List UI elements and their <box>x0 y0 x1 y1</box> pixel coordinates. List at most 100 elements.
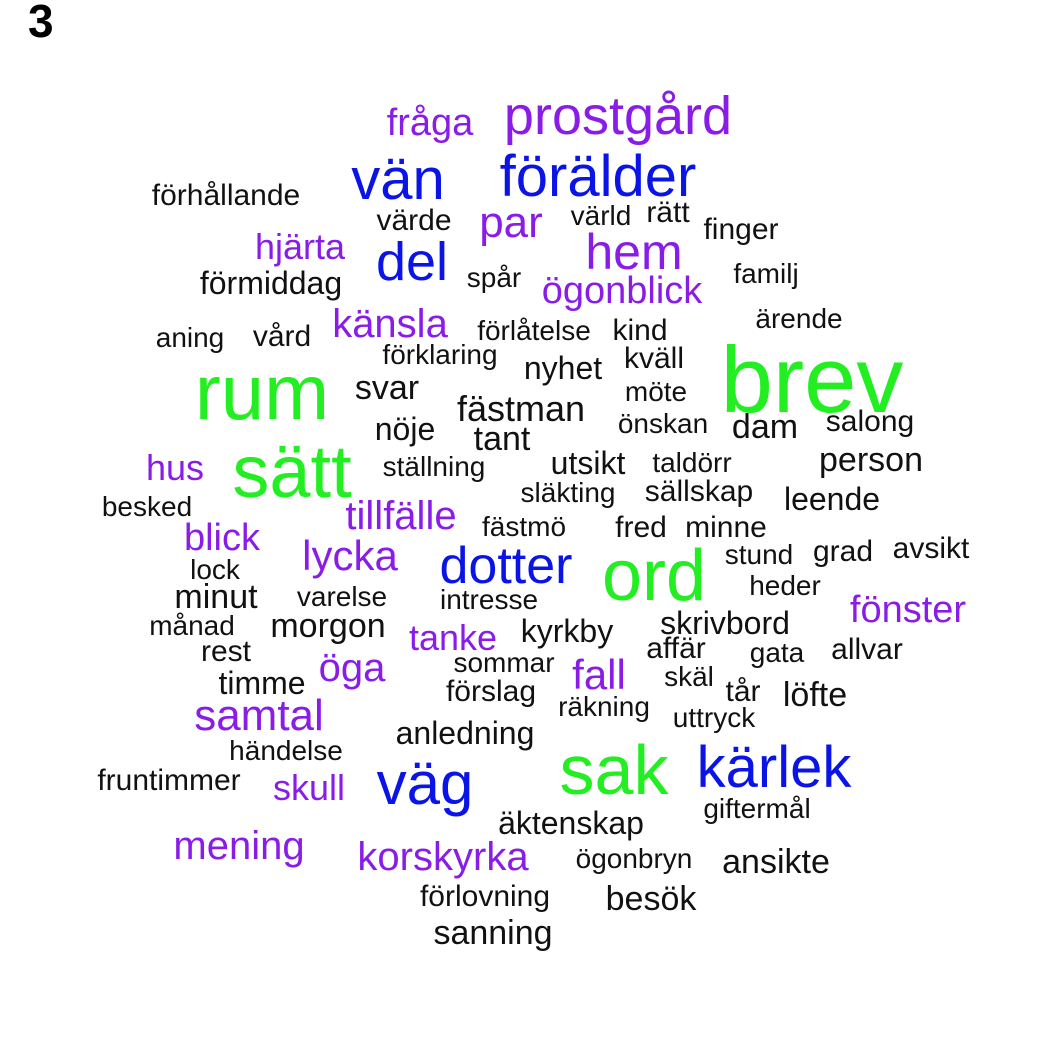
word-leende: leende <box>783 481 881 517</box>
word-släkting: släkting <box>520 477 616 508</box>
word-dam: dam <box>731 408 799 446</box>
word-grad: grad <box>812 535 874 568</box>
word-löfte: löfte <box>782 676 848 714</box>
word-blick: blick <box>183 517 261 559</box>
word-spår: spår <box>466 262 522 293</box>
word-sätt: sätt <box>232 430 352 513</box>
word-nyhet: nyhet <box>523 350 603 386</box>
word-ansikte: ansikte <box>722 843 830 881</box>
word-värde: värde <box>376 204 452 237</box>
word-väg: väg <box>376 750 474 817</box>
word-minne: minne <box>685 511 767 544</box>
word-skull: skull <box>272 767 346 808</box>
word-tant: tant <box>473 420 531 458</box>
word-förhållande: förhållande <box>151 179 301 212</box>
word-tanke: tanke <box>408 617 498 658</box>
word-tillfälle: tillfälle <box>345 494 457 538</box>
word-ögonblick: ögonblick <box>541 270 703 312</box>
word-förlåtelse: förlåtelse <box>477 315 591 346</box>
word-timme: timme <box>218 665 306 701</box>
word-nöje: nöje <box>374 411 436 447</box>
word-ögonbryn: ögonbryn <box>575 843 693 874</box>
word-allvar: allvar <box>831 633 903 666</box>
word-varelse: varelse <box>296 581 388 612</box>
word-gata: gata <box>749 637 805 668</box>
word-finger: finger <box>703 213 779 246</box>
word-korskyrka: korskyrka <box>357 835 529 879</box>
word-räkning: räkning <box>558 691 650 722</box>
word-besök: besök <box>605 880 697 918</box>
word-förlovning: förlovning <box>419 880 551 913</box>
word-fall: fall <box>572 651 626 698</box>
word-stund: stund <box>724 539 794 570</box>
word-rätt: rätt <box>646 196 690 229</box>
word-heder: heder <box>749 570 821 601</box>
word-sällskap: sällskap <box>644 475 754 508</box>
word-giftermål: giftermål <box>703 793 811 824</box>
word-prostgård: prostgård <box>503 86 733 146</box>
word-par: par <box>479 198 543 247</box>
word-ord: ord <box>601 536 707 616</box>
word-vård: vård <box>252 320 312 353</box>
word-skäl: skäl <box>664 661 714 692</box>
word-morgon: morgon <box>270 607 386 645</box>
word-tår: tår <box>725 675 761 708</box>
word-del: del <box>375 232 449 292</box>
word-skrivbord: skrivbord <box>660 605 790 641</box>
word-öga: öga <box>318 646 386 690</box>
word-besked: besked <box>101 491 193 522</box>
word-taldörr: taldörr <box>652 447 732 478</box>
word-fönster: fönster <box>849 589 967 631</box>
word-salong: salong <box>825 405 915 438</box>
word-brev: brev <box>720 327 904 432</box>
word-möte: möte <box>624 376 688 407</box>
word-ärende: ärende <box>755 303 843 334</box>
word-värld: värld <box>570 200 632 231</box>
word-fästmö: fästmö <box>481 511 567 542</box>
panel-label: 3 <box>28 0 54 47</box>
word-svar: svar <box>354 369 420 407</box>
word-känsla: känsla <box>332 302 448 346</box>
word-månad: månad <box>149 610 235 641</box>
word-mening: mening <box>173 824 305 868</box>
word-förmiddag: förmiddag <box>199 265 343 301</box>
word-förklaring: förklaring <box>382 339 498 370</box>
word-uttryck: uttryck <box>672 702 756 733</box>
word-kyrkby: kyrkby <box>520 613 614 649</box>
word-affär: affär <box>646 632 706 665</box>
word-utsikt: utsikt <box>550 445 626 481</box>
word-ställning: ställning <box>382 451 486 482</box>
word-intresse: intresse <box>439 584 539 615</box>
word-kind: kind <box>612 314 668 347</box>
word-vän: vän <box>351 147 445 212</box>
word-äktenskap: äktenskap <box>498 805 644 841</box>
word-rum: rum <box>194 348 330 436</box>
word-hus: hus <box>145 447 205 488</box>
word-sak: sak <box>559 731 669 809</box>
word-aning: aning <box>155 322 225 353</box>
word-fred: fred <box>615 511 667 544</box>
word-hem: hem <box>585 224 683 280</box>
word-lycka: lycka <box>302 532 398 579</box>
word-dotter: dotter <box>439 537 573 595</box>
word-kärlek: kärlek <box>696 735 852 800</box>
word-händelse: händelse <box>229 735 343 766</box>
word-fästman: fästman <box>456 388 586 429</box>
word-lock: lock <box>190 554 240 585</box>
word-hjärta: hjärta <box>254 226 346 267</box>
word-avsikt: avsikt <box>892 532 970 565</box>
word-sommar: sommar <box>453 647 555 678</box>
word-fråga: fråga <box>386 102 474 144</box>
word-anledning: anledning <box>395 715 535 751</box>
word-familj: familj <box>733 258 799 289</box>
word-önskan: önskan <box>617 408 709 439</box>
word-rest: rest <box>200 635 252 668</box>
word-kväll: kväll <box>623 342 685 375</box>
word-förslag: förslag <box>445 675 537 708</box>
word-förälder: förälder <box>499 144 697 209</box>
word-sanning: sanning <box>433 914 553 952</box>
word-minut: minut <box>174 578 258 616</box>
word-person: person <box>819 441 923 479</box>
word-fruntimmer: fruntimmer <box>97 764 241 797</box>
